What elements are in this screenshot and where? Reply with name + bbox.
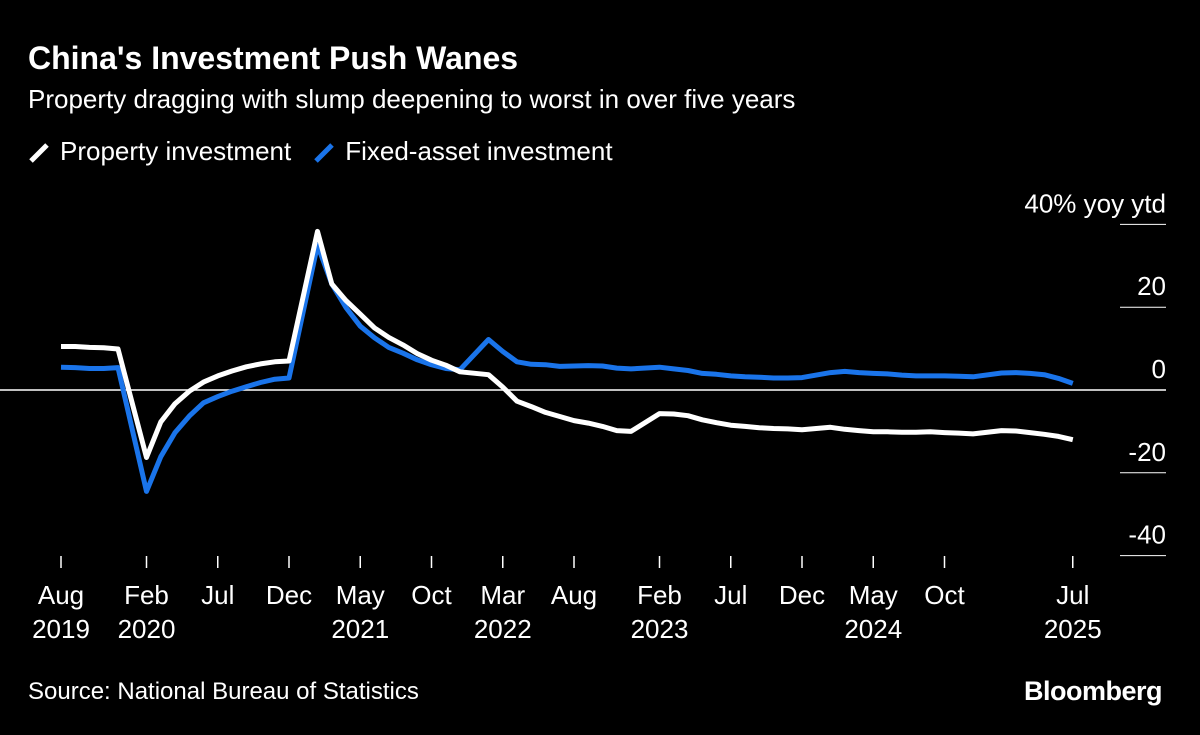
x-tick-label-month: May <box>849 580 898 610</box>
x-tick-label-month: Aug <box>551 580 597 610</box>
y-tick-label: -20 <box>1128 437 1166 467</box>
legend-swatch-property <box>29 142 49 163</box>
x-tick-label-year: 2022 <box>474 614 532 644</box>
bloomberg-logo: Bloomberg <box>1023 676 1163 706</box>
x-tick-label-month: May <box>336 580 385 610</box>
series-line-fixed-asset <box>60 242 1074 494</box>
legend-item-property: Property investment <box>28 136 291 167</box>
chart-subtitle: Property dragging with slump deepening t… <box>28 84 796 114</box>
x-tick-label-month: Feb <box>124 580 169 610</box>
x-tick-label-month: Oct <box>411 580 452 610</box>
x-tick-label-year: 2021 <box>331 614 389 644</box>
y-tick-label: -40 <box>1128 520 1166 550</box>
x-tick-label-month: Feb <box>637 580 682 610</box>
y-tick-label: 20 <box>1137 271 1166 301</box>
x-tick-label-year: 2023 <box>631 614 689 644</box>
x-tick-label-month: Dec <box>779 580 825 610</box>
y-tick-label: 0 <box>1152 354 1166 384</box>
x-tick-label-month: Aug <box>38 580 84 610</box>
x-tick-label-month: Jul <box>1056 580 1089 610</box>
legend-label-fai: Fixed-asset investment <box>345 136 613 166</box>
x-tick-label-year: 2019 <box>32 614 90 644</box>
y-tick-label: 40% yoy ytd <box>1024 188 1166 218</box>
series-line-property <box>61 228 1074 460</box>
legend: Property investment Fixed-asset investme… <box>28 136 613 167</box>
x-tick-label-month: Mar <box>480 580 525 610</box>
x-tick-label-month: Oct <box>924 580 965 610</box>
x-tick-label-month: Jul <box>201 580 234 610</box>
source-note: Source: National Bureau of Statistics <box>28 678 419 705</box>
legend-swatch-fai <box>314 142 334 163</box>
legend-label-property: Property investment <box>60 136 292 166</box>
chart-title: China's Investment Push Wanes <box>28 40 519 76</box>
x-tick-label-year: 2020 <box>118 614 176 644</box>
legend-item-fai: Fixed-asset investment <box>313 136 613 167</box>
x-tick-label-month: Jul <box>714 580 747 610</box>
x-tick-label-year: 2024 <box>844 614 902 644</box>
x-tick-label-year: 2025 <box>1044 614 1102 644</box>
x-tick-label-month: Dec <box>266 580 312 610</box>
